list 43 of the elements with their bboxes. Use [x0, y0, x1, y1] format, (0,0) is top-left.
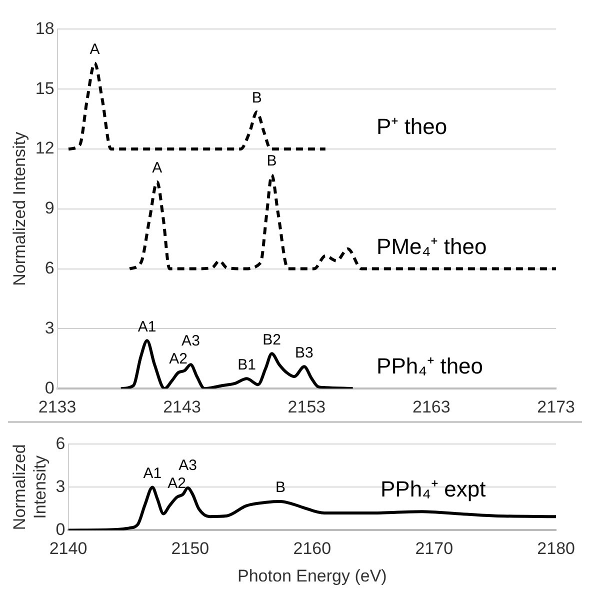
- x-tick-label: 2160: [293, 539, 332, 558]
- y-tick-label: 15: [35, 78, 54, 98]
- y-tick-label: 18: [35, 18, 54, 38]
- annotation: A2: [169, 350, 188, 368]
- line-series: [128, 173, 556, 270]
- annotation: A3: [178, 456, 197, 474]
- annotation: A: [90, 40, 100, 58]
- y-axis-title: Normalized Intensity: [10, 131, 29, 286]
- annotation: A1: [138, 318, 156, 336]
- x-axis-title: Photon Energy (eV): [238, 566, 387, 586]
- x-tick-label: 2143: [163, 397, 201, 416]
- x-tick-label: 2133: [38, 397, 76, 416]
- series-label: PMe₄⁺ theo: [376, 234, 487, 259]
- series-label: PPh₄⁺ expt: [380, 476, 486, 502]
- annotation: B1: [238, 356, 256, 374]
- text: P⁺ theo: [376, 114, 448, 140]
- x-tick-label: 2153: [288, 397, 326, 416]
- annotation: B: [252, 90, 262, 107]
- y-tick-label: 6: [56, 434, 66, 453]
- y-tick-label: 0: [56, 520, 66, 539]
- annotation: B3: [295, 344, 314, 362]
- annotation: A1: [143, 464, 162, 482]
- annotation: B2: [262, 331, 281, 348]
- annotation: A: [152, 160, 162, 177]
- x-tick-label: 2170: [415, 539, 454, 558]
- y-tick-label: 3: [56, 476, 66, 496]
- y-tick-label: 3: [44, 318, 54, 338]
- line-series: [67, 62, 327, 150]
- y-tick-label: 6: [44, 258, 54, 278]
- y-tick-label: 12: [35, 138, 54, 158]
- x-tick-label: 2140: [49, 539, 88, 558]
- x-tick-label: 2173: [537, 397, 576, 416]
- x-tick-label: 2150: [171, 539, 210, 558]
- y-axis-title: Normalized Intensity: [10, 444, 50, 530]
- annotation: B: [275, 479, 286, 496]
- y-tick-label: 9: [44, 198, 54, 218]
- annotation: A3: [182, 332, 200, 350]
- annotation: B: [266, 152, 277, 170]
- annotation: A2: [168, 474, 186, 492]
- y-tick-label: 0: [44, 378, 54, 398]
- series-label: PPh₄⁺ theo: [376, 354, 484, 379]
- x-tick-label: 2163: [412, 397, 450, 416]
- x-tick-label: 2180: [537, 539, 576, 558]
